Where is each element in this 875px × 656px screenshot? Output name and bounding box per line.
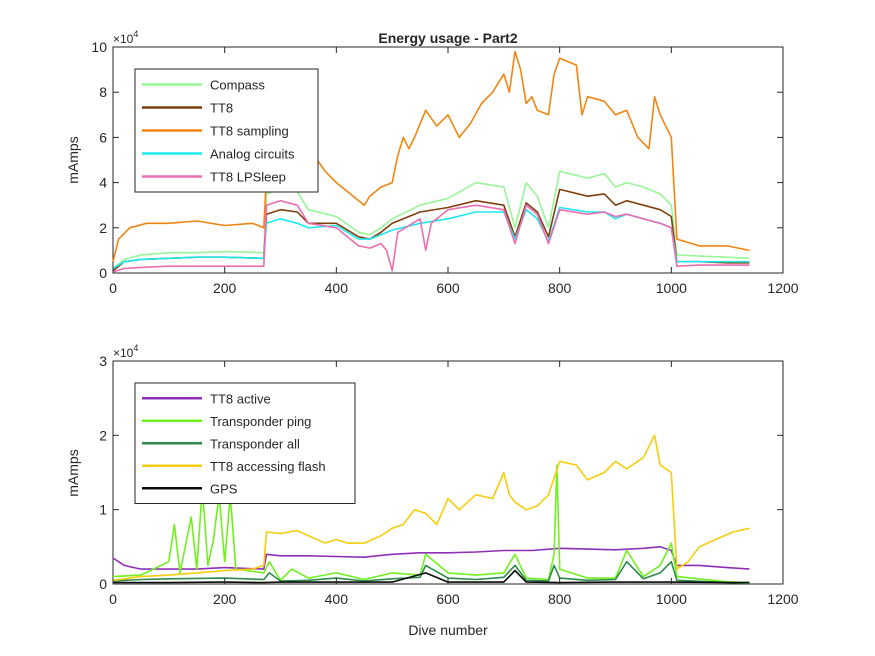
series-line-compass [112,170,750,270]
x-tick-label: 800 [548,591,572,607]
chart-energy-part2-lower: 0 200 400 600 800 1000 1200 0 1 2 3 Dive number mA… [65,343,799,638]
series-line-tt8-active [112,546,750,570]
x-tick-label: 800 [548,280,572,296]
legend-label: TT8 LPSleep [210,170,286,185]
exponent-label-top: ×104 [113,29,138,46]
legend-bottom: TT8 active Transponder ping Transponder al… [134,382,356,504]
x-tick-label: 1000 [656,591,687,607]
x-tick-label: 400 [325,591,349,607]
legend-label: TT8 active [210,391,271,406]
y-tick-label: 1 [99,502,107,518]
series-layer-top [112,50,750,273]
x-tick-label: 1000 [656,280,687,296]
series-line-tt8-accessing-flash [112,434,750,582]
series-line-transponder-all [112,560,750,585]
x-tick-label: 200 [213,280,237,296]
y-tick-label: 0 [99,265,107,281]
axes-layer-bottom: 0 200 400 600 800 1000 1200 0 1 2 3 [99,353,799,607]
chart-title: Energy usage - Part2 [378,30,517,46]
x-axis-label: Dive number [408,622,488,638]
y-tick-label: 4 [99,175,107,191]
legend-label: Compass [210,78,265,93]
legend-label: TT8 sampling [210,124,289,139]
y-tick-label: 2 [99,220,107,236]
legend-label: GPS [210,481,238,496]
y-tick-label: 0 [99,576,107,592]
x-tick-label: 1200 [767,591,798,607]
x-tick-label: 600 [436,280,460,296]
x-tick-label: 200 [213,591,237,607]
svg-text:×104: ×104 [113,29,138,46]
x-tick-label: 600 [436,591,460,607]
series-line-tt8-lpsleep [112,199,750,273]
axes-layer-top: 0 200 400 600 800 1000 1200 0 2 4 6 8 10 [91,39,798,296]
legend-label: TT8 [210,101,233,116]
y-tick-label: 3 [99,353,107,369]
y-axis-label-top: mAmps [65,136,81,183]
x-tick-label: 0 [109,591,117,607]
exponent-value: 4 [133,343,138,353]
legend-label: Transponder ping [210,414,311,429]
svg-text:×104: ×104 [113,343,138,360]
y-axis-label-bottom: mAmps [65,449,81,496]
y-tick-label: 10 [91,39,107,55]
legend-label: Analog circuits [210,147,295,162]
exponent-value: 4 [133,29,138,39]
legend-top: Compass TT8 TT8 sampling Analog circuits TT8… [134,68,319,193]
x-tick-label: 0 [109,280,117,296]
exponent-label-bottom: ×104 [113,343,138,360]
y-tick-label: 2 [99,427,107,443]
legend-label: Transponder all [210,436,300,451]
legend-label: TT8 accessing flash [210,459,326,474]
chart-energy-part2: 0 200 400 600 800 1000 1200 0 2 4 6 8 10 Energy usag… [65,29,799,296]
y-tick-label: 6 [99,129,107,145]
x-tick-label: 400 [325,280,349,296]
x-tick-label: 1200 [767,280,798,296]
y-tick-label: 8 [99,84,107,100]
